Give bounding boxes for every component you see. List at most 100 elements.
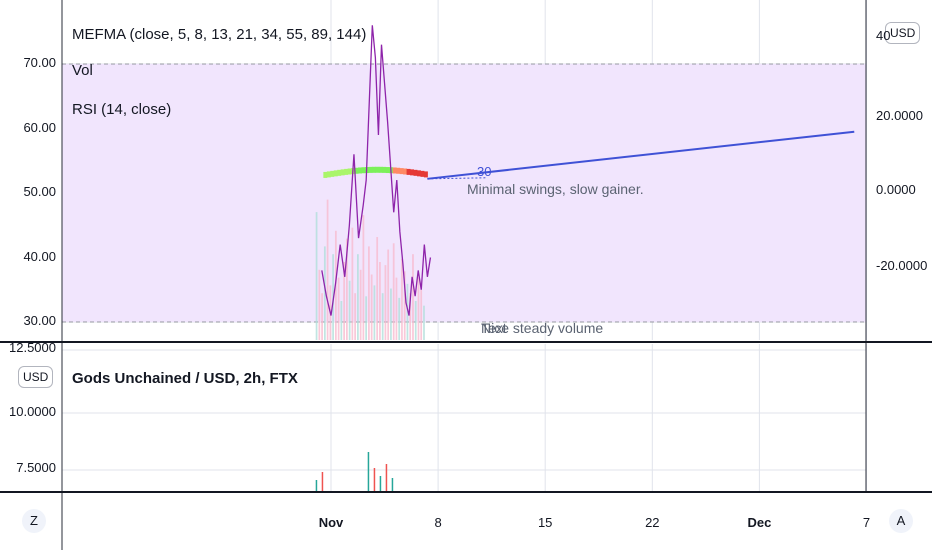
ma-ribbon-seg-6 [344,168,349,175]
ma-ribbon-seg-2 [330,170,335,177]
volume-bar-38 [420,290,423,340]
annotation-note-1[interactable]: Minimal swings, slow gainer. [467,181,644,197]
volume-bar-8 [337,277,340,340]
x-tick-3: 22 [645,515,660,530]
ma-ribbon-seg-3 [333,170,338,177]
lower-candle-5 [385,464,388,492]
ma-ribbon-seg-4 [337,169,342,176]
ma-ribbon-seg-0 [323,171,328,178]
volume-bar-17 [362,215,365,340]
ma-ribbon-seg-13 [368,166,373,173]
volume-bar-15 [357,254,359,340]
volume-bar-37 [417,277,420,340]
rsi-marker-label: 30 [477,164,492,179]
volume-bar-20 [370,274,373,340]
volume-bar-26 [387,249,390,340]
volume-bar-11 [345,238,348,340]
volume-bar-27 [390,288,392,340]
lower-price-tick-1: 10.0000 [9,404,56,419]
annotation-note-3[interactable]: Nice steady volume [481,320,604,336]
lower-candle-2 [367,452,370,492]
ma-ribbon-seg-23 [403,168,408,175]
currency-button-top[interactable]: USD [885,22,921,44]
ma-ribbon-seg-10 [358,167,362,174]
volume-bar-14 [354,293,357,340]
ma-ribbon-seg-21 [396,167,401,174]
ma-ribbon-seg-1 [326,171,331,178]
volume-bar-25 [384,265,387,340]
lower-price-tick-2: 7.5000 [16,460,56,475]
volume-bar-16 [359,269,362,340]
ma-ribbon-seg-14 [371,166,376,173]
upper-price-tick-0: 40 [876,28,891,43]
rsi-tick-2: 50.00 [23,184,56,199]
volume-bar-31 [401,258,403,340]
volume-bar-32 [403,271,406,340]
rsi-tick-1: 40.00 [23,248,56,264]
volume-bar-9 [340,301,343,340]
rsi-band [62,64,866,322]
lower-price-tick-0: 12.5000 [9,340,56,355]
ma-ribbon-seg-17 [382,166,387,173]
trend-line[interactable] [427,130,855,180]
lower-candle-3 [373,468,376,492]
indicator-vol-label[interactable]: Vol [72,62,93,79]
volume-bar-19 [368,246,370,340]
lower-pane-candles [315,452,394,492]
volume-bar-21 [373,285,376,340]
volume-bar-1 [318,269,321,340]
ma-ribbon-seg-11 [361,167,366,174]
x-tick-2: 15 [537,515,553,530]
volume-bar-23 [379,262,381,340]
volume-bar-29 [395,277,398,340]
ma-ribbon-seg-28 [420,170,425,177]
lower-candle-0 [315,480,318,492]
lower-candle-1 [321,472,324,492]
volume-bar-39 [423,305,425,340]
rsi-line [321,25,432,316]
volume-bar-30 [398,297,401,340]
auto-scale-button[interactable]: A [889,509,913,533]
ma-ribbon-seg-18 [385,167,390,174]
upper-price-tick-3: -20.0000 [876,258,928,273]
indicator-rsi-label[interactable]: RSI (14, close) [72,101,172,118]
volume-bar-35 [412,254,414,340]
volume-bar-33 [406,283,409,340]
volume-bars [315,199,425,340]
volume-bar-4 [326,199,329,340]
volume-bar-36 [414,301,417,340]
volume-bar-2 [321,293,323,340]
ma-ribbon-seg-26 [413,169,418,176]
ma-ribbon-seg-9 [354,167,359,174]
volume-bar-22 [376,237,379,340]
ma-ribbon-seg-24 [406,168,411,175]
rsi-tick-3: 60.00 [23,119,56,135]
upper-price-tick-2: 0.0000 [876,182,916,197]
volume-bar-34 [409,293,412,340]
volume-bar-3 [323,246,326,340]
x-tick-4: Dec [747,515,772,530]
indicator-mefma-label[interactable]: MEFMA (close, 5, 8, 13, 21, 34, 55, 89, … [72,26,367,43]
lower-pane-title: Gods Unchained / USD, 2h, FTX [72,370,298,387]
ma-ribbon-seg-16 [378,166,383,173]
volume-bar-28 [392,243,395,340]
ma-ribbon-seg-7 [347,168,352,175]
rsi-marker-line [427,177,486,180]
ma-ribbon-seg-25 [410,169,415,176]
ma-ribbon-seg-22 [399,168,404,175]
zoom-button[interactable]: Z [22,509,46,533]
volume-bar-12 [348,280,351,340]
rsi-tick-0: 30.00 [23,313,56,328]
annotation-note-2[interactable]: Text [481,320,507,336]
lower-candle-4 [379,476,382,492]
ma-ribbon-seg-5 [340,169,345,176]
volume-bar-18 [365,296,368,340]
currency-button-lower[interactable]: USD [18,366,54,388]
rsi-tick-4: 70.00 [23,55,56,70]
ma-ribbon-seg-15 [375,166,380,173]
volume-bar-24 [381,293,384,340]
x-tick-5: 7 [862,515,871,530]
ma-ribbon-seg-29 [423,171,428,178]
